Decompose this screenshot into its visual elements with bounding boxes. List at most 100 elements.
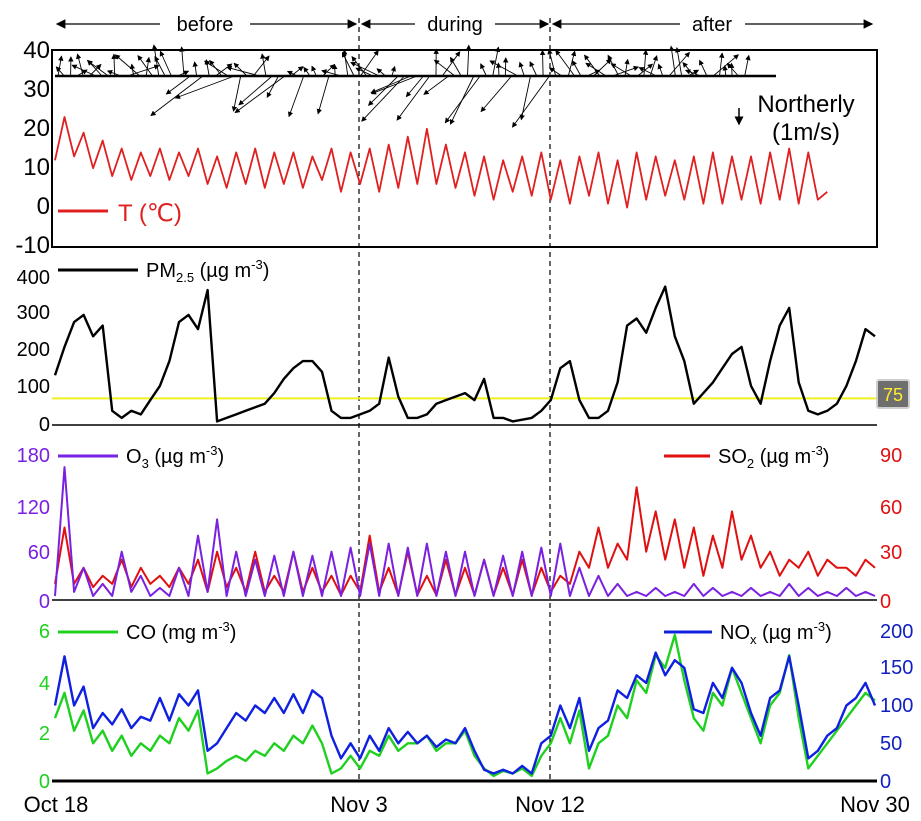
wind-vector	[174, 75, 235, 99]
so2-ytick-90: 90	[880, 445, 902, 467]
pm-ytick-300: 300	[17, 302, 50, 324]
o3-ytick-0: 0	[39, 591, 50, 613]
wind-vector	[114, 54, 141, 77]
wind-vector	[266, 75, 279, 98]
wind-vector	[111, 53, 117, 77]
nox-ytick-50: 50	[880, 733, 902, 755]
wind-vector	[159, 50, 172, 77]
wind-vector	[396, 75, 431, 121]
wind-vector	[361, 75, 405, 122]
wind-vector	[593, 58, 612, 77]
pm-reference-badge-box	[876, 379, 910, 409]
so2-y-ticks: 90 60 30 0	[880, 445, 902, 613]
co-line	[53, 633, 876, 778]
wind-vector	[423, 75, 449, 95]
nox-ytick-100: 100	[880, 695, 913, 717]
wind-legend-northerly: Northerly	[757, 91, 854, 118]
wind-vector	[638, 67, 657, 77]
pm-ytick-400: 400	[17, 267, 50, 289]
period-before-label: before	[177, 14, 234, 36]
xtick-nov30: Nov 30	[840, 792, 910, 817]
wind-vector	[480, 75, 512, 113]
period-after-label: after	[692, 14, 732, 36]
wind-vector	[444, 75, 481, 124]
nox-legend-label: NOx (µg m-3)	[720, 619, 832, 647]
o3-y-ticks: 180 120 60 0	[17, 445, 50, 613]
co-legend: CO (mg m-3)	[58, 619, 236, 644]
wind-vector	[529, 61, 538, 77]
pm-ytick-200: 200	[17, 339, 50, 361]
wind-vector	[55, 66, 65, 77]
pm25-line	[53, 285, 876, 423]
panel-temperature-frame	[51, 49, 878, 248]
temp-legend-label: T (℃)	[118, 200, 182, 227]
wind-vector	[722, 65, 728, 77]
wind-vector	[165, 75, 191, 95]
co-ytick-0: 0	[39, 771, 50, 793]
wind-vector	[154, 55, 166, 77]
wind-vector	[555, 49, 575, 77]
o3-legend-label: O3 (µg m-3)	[126, 443, 224, 471]
pm-series	[53, 285, 876, 423]
wind-vector	[649, 55, 658, 77]
wind-vector	[316, 75, 330, 115]
wind-vector	[441, 51, 461, 77]
nox-y-ticks: 200 150 100 50 0	[880, 621, 913, 793]
wind-vector	[127, 64, 160, 77]
wind-vector	[657, 63, 664, 77]
wind-vector	[137, 54, 153, 77]
so2-ytick-30: 30	[880, 542, 902, 564]
nox-legend: NOx (µg m-3)	[664, 619, 832, 647]
wind-vector	[502, 57, 509, 77]
wind-vector	[607, 54, 620, 77]
pm-y-ticks: 400 300 200 100 0	[17, 267, 50, 436]
temp-ytick-0: 0	[37, 193, 50, 220]
so2-ytick-60: 60	[880, 497, 902, 519]
pm-reference-badge-label: 75	[883, 385, 903, 405]
temp-series	[54, 116, 828, 209]
wind-vector	[511, 75, 550, 128]
wind-vector	[624, 58, 630, 77]
wind-vector	[226, 65, 260, 77]
o3-ytick-60: 60	[28, 542, 50, 564]
wind-vector	[311, 65, 317, 77]
temp-y-ticks: 40 30 20 10 0 -10	[15, 37, 50, 259]
wind-vector	[433, 59, 456, 77]
temp-ytick-30: 30	[23, 76, 50, 103]
so2-legend: SO2 (µg m-3)	[664, 443, 829, 471]
wind-vector	[370, 75, 411, 94]
wind-legend: Northerly (1m/s)	[734, 91, 855, 146]
wind-vector	[718, 52, 725, 77]
o3-ytick-180: 180	[17, 445, 50, 467]
wind-vector	[465, 44, 472, 77]
wind-vector	[322, 63, 336, 77]
xtick-nov3: Nov 3	[330, 792, 387, 817]
co-ytick-6: 6	[39, 621, 50, 643]
wind-vector	[518, 61, 525, 77]
wind-vector	[290, 66, 304, 77]
co-ytick-4: 4	[39, 673, 50, 695]
wind-vector	[252, 55, 270, 77]
pm-ytick-100: 100	[17, 376, 50, 398]
x-axis-labels: Oct 18 Nov 3 Nov 12 Nov 30	[24, 792, 910, 817]
wind-vector	[610, 63, 632, 77]
xtick-oct18: Oct 18	[24, 792, 89, 817]
wind-vector	[405, 75, 424, 98]
wind-vector	[355, 67, 374, 77]
wind-vector	[203, 60, 229, 77]
co-nox-series	[53, 633, 877, 778]
co-y-ticks: 6 4 2 0	[39, 621, 50, 793]
wind-vector	[674, 47, 683, 77]
wind-vector	[669, 45, 676, 77]
wind-vector	[192, 61, 198, 77]
temp-ytick-neg10: -10	[15, 232, 50, 259]
wind-legend-scale: (1m/s)	[772, 119, 840, 146]
wind-vector	[726, 62, 739, 77]
wind-vector	[585, 62, 607, 77]
xtick-nov12: Nov 12	[515, 792, 585, 817]
co-legend-label: CO (mg m-3)	[126, 619, 236, 644]
wind-vector	[370, 75, 418, 95]
wind-vector	[480, 63, 487, 77]
o3-so2-series	[54, 466, 876, 597]
